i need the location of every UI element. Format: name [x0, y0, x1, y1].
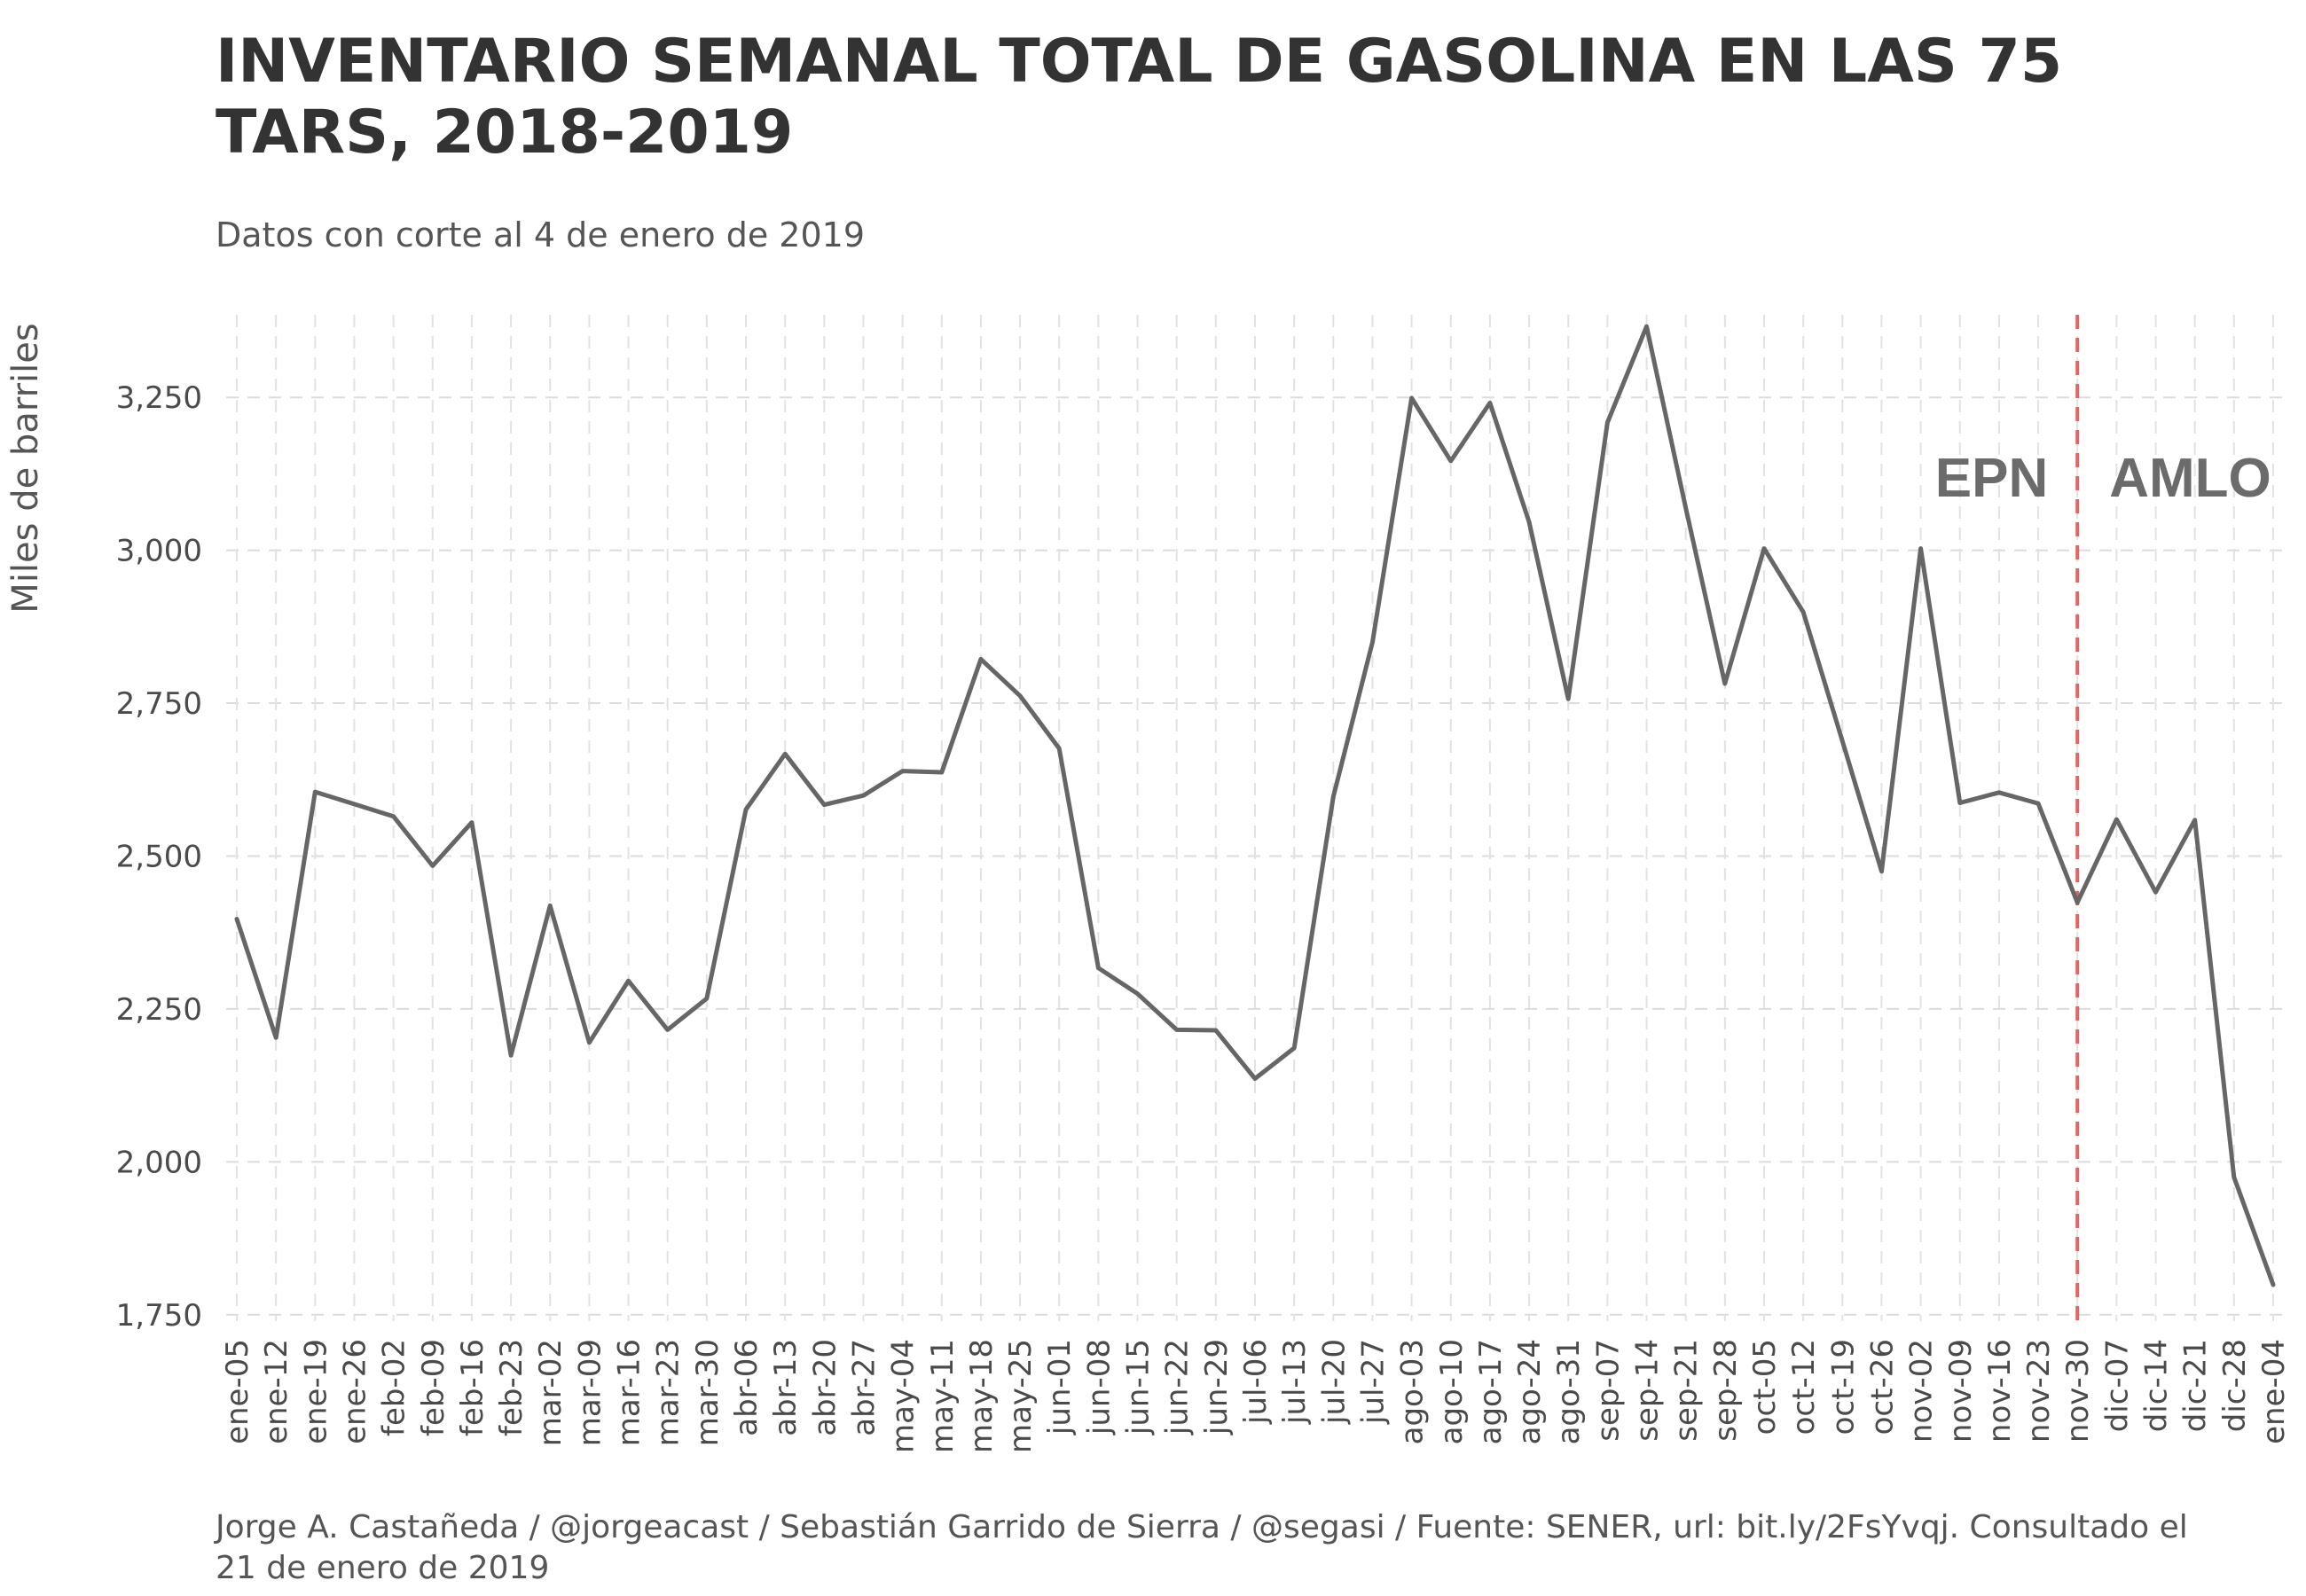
chart-title: INVENTARIO SEMANAL TOTAL DE GASOLINA EN … — [216, 27, 2063, 168]
x-tick-label: mar-09 — [572, 1339, 608, 1446]
x-tick-label: ene-04 — [2256, 1339, 2292, 1444]
annotations: EPN AMLO — [1935, 315, 2271, 1321]
x-tick-label: jun-08 — [1081, 1339, 1117, 1436]
x-tick-label: ago-10 — [1434, 1339, 1470, 1444]
x-tick-label: dic-14 — [2139, 1339, 2175, 1432]
grid — [226, 315, 2284, 1321]
x-tick-label: abr-20 — [807, 1339, 843, 1436]
x-tick-label: oct-19 — [1825, 1339, 1861, 1435]
x-tick-label: ene-26 — [337, 1339, 373, 1444]
y-tick-label: 2,500 — [116, 839, 202, 874]
x-tick-label: jul-13 — [1277, 1339, 1313, 1425]
x-tick-label: oct-05 — [1747, 1339, 1783, 1435]
x-tick-label: may-04 — [886, 1339, 922, 1453]
x-tick-label: feb-09 — [416, 1339, 451, 1436]
x-tick-label: jul-27 — [1355, 1339, 1391, 1425]
x-tick-label: dic-28 — [2217, 1339, 2253, 1432]
y-tick-label: 3,000 — [116, 534, 202, 569]
x-tick-label: ene-05 — [220, 1339, 255, 1444]
x-tick-label: nov-02 — [1904, 1339, 1940, 1443]
x-tick-label: dic-21 — [2178, 1339, 2214, 1432]
x-tick-label: feb-16 — [455, 1339, 490, 1436]
x-tick-label: nov-30 — [2060, 1339, 2096, 1443]
x-tick-label: feb-02 — [377, 1339, 412, 1436]
chart-subtitle: Datos con corte al 4 de enero de 2019 — [216, 215, 866, 254]
y-tick-label: 3,250 — [116, 380, 202, 416]
y-tick-label: 2,250 — [116, 992, 202, 1028]
x-tick-label: mar-16 — [612, 1339, 647, 1446]
x-tick-label: feb-23 — [494, 1339, 529, 1436]
x-tick-label: jul-20 — [1316, 1339, 1352, 1425]
x-tick-label: jun-22 — [1160, 1339, 1196, 1436]
x-tick-label: mar-23 — [651, 1339, 686, 1446]
series-line — [234, 324, 2276, 1287]
x-tick-label: abr-06 — [729, 1339, 765, 1436]
x-tick-label: mar-30 — [690, 1339, 726, 1446]
x-tick-label: sep-07 — [1590, 1339, 1626, 1442]
x-axis: ene-05 ene-12 ene-19 ene-26 feb-02 feb-09 feb-… — [220, 1339, 2292, 1453]
x-tick-label: sep-28 — [1708, 1339, 1744, 1442]
x-tick-label: abr-13 — [768, 1339, 804, 1436]
x-tick-label: may-25 — [1003, 1339, 1039, 1453]
x-tick-label: nov-23 — [2021, 1339, 2057, 1443]
x-tick-label: sep-14 — [1630, 1339, 1666, 1442]
x-tick-label: nov-16 — [1982, 1339, 2018, 1443]
x-tick-label: jun-01 — [1042, 1339, 1078, 1436]
x-tick-label: ene-12 — [259, 1339, 294, 1444]
x-tick-label: may-11 — [925, 1339, 961, 1453]
label-epn: EPN — [1935, 448, 2048, 509]
x-tick-label: ago-03 — [1395, 1339, 1431, 1444]
x-tick-label: jul-06 — [1238, 1339, 1274, 1425]
x-tick-label: abr-27 — [846, 1339, 882, 1436]
x-tick-label: dic-07 — [2099, 1339, 2135, 1432]
x-tick-label: ago-17 — [1473, 1339, 1509, 1444]
y-tick-label: 2,750 — [116, 686, 202, 722]
x-tick-label: oct-12 — [1786, 1339, 1822, 1435]
x-tick-label: jun-29 — [1199, 1339, 1235, 1436]
x-tick-label: mar-02 — [533, 1339, 569, 1446]
label-amlo: AMLO — [2109, 448, 2271, 509]
x-tick-label: ago-31 — [1551, 1339, 1587, 1444]
x-tick-label: sep-21 — [1669, 1339, 1705, 1442]
x-tick-label: oct-26 — [1864, 1339, 1900, 1435]
y-tick-label: 1,750 — [116, 1298, 202, 1334]
x-tick-label: ene-19 — [298, 1339, 333, 1444]
x-tick-label: jun-15 — [1121, 1339, 1157, 1436]
x-tick-label: nov-09 — [1943, 1339, 1979, 1443]
y-tick-label: 2,000 — [116, 1145, 202, 1180]
y-axis: 1,750 2,000 2,250 2,500 2,750 3,000 3,250 — [116, 380, 202, 1334]
y-axis-title: Miles de barriles — [5, 323, 46, 613]
x-tick-label: ago-24 — [1512, 1339, 1548, 1444]
chart-caption: Jorge A. Castañeda / @jorgeacast / Sebas… — [216, 1509, 2188, 1586]
x-tick-label: may-18 — [964, 1339, 1000, 1453]
